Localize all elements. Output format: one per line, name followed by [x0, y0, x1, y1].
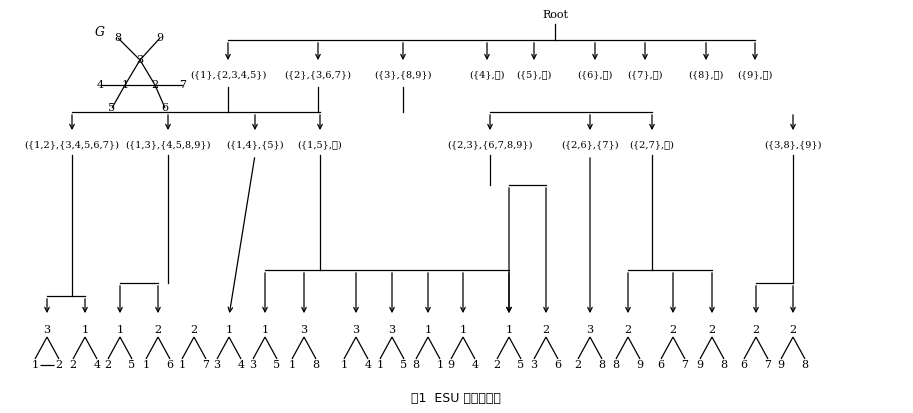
Text: 2: 2 — [56, 360, 63, 370]
Text: 2: 2 — [669, 325, 677, 335]
Text: ({5},∅): ({5},∅) — [517, 71, 551, 79]
Text: 1: 1 — [121, 80, 129, 90]
Text: ({1,3},{4,5,8,9}): ({1,3},{4,5,8,9}) — [125, 140, 211, 150]
Text: ({1,5},∅): ({1,5},∅) — [298, 140, 342, 150]
Text: 图1  ESU 算法示意图: 图1 ESU 算法示意图 — [411, 392, 501, 404]
Text: 1: 1 — [436, 360, 444, 370]
Text: 8: 8 — [598, 360, 605, 370]
Text: 1: 1 — [81, 325, 89, 335]
Text: 2: 2 — [708, 325, 716, 335]
Text: 3: 3 — [44, 325, 50, 335]
Text: 2: 2 — [154, 325, 162, 335]
Text: 1: 1 — [31, 360, 38, 370]
Text: 8: 8 — [613, 360, 620, 370]
Text: 8: 8 — [720, 360, 728, 370]
Text: Root: Root — [542, 10, 568, 20]
Text: 2: 2 — [574, 360, 582, 370]
Text: 4: 4 — [93, 360, 100, 370]
Text: ({8},∅): ({8},∅) — [688, 71, 724, 79]
Text: ({3,8},{9}): ({3,8},{9}) — [764, 140, 822, 150]
Text: 2: 2 — [790, 325, 796, 335]
Text: ({1,2},{3,4,5,6,7}): ({1,2},{3,4,5,6,7}) — [25, 140, 120, 150]
Text: 4: 4 — [471, 360, 478, 370]
Text: 9: 9 — [697, 360, 704, 370]
Text: ({2,6},{7}): ({2,6},{7}) — [561, 140, 619, 150]
Text: 5: 5 — [401, 360, 407, 370]
Text: 2: 2 — [152, 80, 159, 90]
Text: 8: 8 — [312, 360, 320, 370]
Text: ({4},∅): ({4},∅) — [469, 71, 505, 79]
Text: 4: 4 — [97, 80, 103, 90]
Text: 9: 9 — [447, 360, 455, 370]
Text: 1: 1 — [289, 360, 296, 370]
Text: 1: 1 — [226, 325, 233, 335]
Text: 1: 1 — [142, 360, 150, 370]
Text: 8: 8 — [413, 360, 420, 370]
Text: 9: 9 — [778, 360, 784, 370]
Text: 2: 2 — [104, 360, 111, 370]
Text: 7: 7 — [681, 360, 688, 370]
Text: ({2},{3,6,7}): ({2},{3,6,7}) — [285, 71, 352, 79]
Text: 6: 6 — [162, 103, 169, 113]
Text: 1: 1 — [117, 325, 123, 335]
Text: 3: 3 — [249, 360, 257, 370]
Text: 7: 7 — [180, 80, 186, 90]
Text: ({1,4},{5}): ({1,4},{5}) — [226, 140, 284, 150]
Text: 8: 8 — [802, 360, 809, 370]
Text: 7: 7 — [764, 360, 771, 370]
Text: 1: 1 — [341, 360, 348, 370]
Text: ({1},{2,3,4,5}): ({1},{2,3,4,5}) — [190, 71, 267, 79]
Text: 9: 9 — [156, 33, 163, 43]
Text: 6: 6 — [166, 360, 173, 370]
Text: 2: 2 — [624, 325, 632, 335]
Text: 1: 1 — [459, 325, 467, 335]
Text: ({3},{8,9}): ({3},{8,9}) — [374, 71, 432, 79]
Text: 1: 1 — [178, 360, 185, 370]
Text: 3: 3 — [300, 325, 308, 335]
Text: 2: 2 — [69, 360, 77, 370]
Text: 3: 3 — [388, 325, 395, 335]
Text: ({6},∅): ({6},∅) — [577, 71, 613, 79]
Text: 5: 5 — [129, 360, 135, 370]
Text: 4: 4 — [364, 360, 372, 370]
Text: ({9},∅): ({9},∅) — [738, 71, 772, 79]
Text: 3: 3 — [214, 360, 221, 370]
Text: 7: 7 — [203, 360, 209, 370]
Text: 6: 6 — [657, 360, 665, 370]
Text: 4: 4 — [237, 360, 245, 370]
Text: 3: 3 — [352, 325, 360, 335]
Text: 1: 1 — [506, 325, 512, 335]
Text: 5: 5 — [273, 360, 280, 370]
Text: 6: 6 — [740, 360, 748, 370]
Text: 6: 6 — [554, 360, 561, 370]
Text: G: G — [95, 26, 105, 40]
Text: 2: 2 — [752, 325, 760, 335]
Text: 5: 5 — [518, 360, 525, 370]
Text: 2: 2 — [191, 325, 197, 335]
Text: 3: 3 — [530, 360, 538, 370]
Text: 1: 1 — [425, 325, 432, 335]
Text: 9: 9 — [636, 360, 644, 370]
Text: 3: 3 — [586, 325, 593, 335]
Text: 8: 8 — [114, 33, 121, 43]
Text: ({2,3},{6,7,8,9}): ({2,3},{6,7,8,9}) — [447, 140, 533, 150]
Text: 2: 2 — [542, 325, 550, 335]
Text: ({2,7},∅): ({2,7},∅) — [630, 140, 675, 150]
Text: 3: 3 — [136, 55, 143, 65]
Text: 2: 2 — [493, 360, 500, 370]
Text: 1: 1 — [376, 360, 383, 370]
Text: 5: 5 — [109, 103, 116, 113]
Text: 1: 1 — [261, 325, 268, 335]
Text: ({7},∅): ({7},∅) — [627, 71, 663, 79]
